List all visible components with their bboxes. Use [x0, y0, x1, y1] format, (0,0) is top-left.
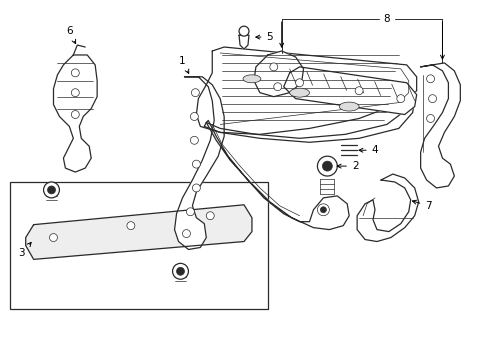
Circle shape — [355, 87, 363, 95]
Circle shape — [127, 222, 135, 230]
Circle shape — [429, 95, 437, 103]
Circle shape — [318, 156, 337, 176]
Circle shape — [193, 160, 200, 168]
Text: 1: 1 — [179, 56, 189, 73]
Circle shape — [274, 83, 282, 91]
Polygon shape — [204, 99, 415, 142]
Circle shape — [318, 204, 329, 216]
Polygon shape — [357, 174, 418, 242]
Polygon shape — [25, 205, 252, 260]
Circle shape — [193, 184, 200, 192]
Circle shape — [191, 113, 198, 121]
Circle shape — [191, 136, 198, 144]
Ellipse shape — [243, 75, 261, 83]
Circle shape — [72, 69, 79, 77]
Polygon shape — [196, 47, 416, 134]
Text: 2: 2 — [337, 161, 359, 171]
Circle shape — [397, 95, 405, 103]
Circle shape — [206, 212, 214, 220]
Circle shape — [295, 79, 303, 87]
Circle shape — [48, 186, 55, 194]
Text: 4: 4 — [359, 145, 378, 155]
Bar — [10, 182, 268, 309]
Polygon shape — [174, 77, 224, 249]
Circle shape — [270, 63, 278, 71]
Circle shape — [44, 182, 59, 198]
Circle shape — [72, 89, 79, 96]
Circle shape — [192, 89, 199, 96]
Text: 8: 8 — [384, 14, 390, 24]
Polygon shape — [420, 63, 460, 188]
Circle shape — [182, 230, 191, 238]
Circle shape — [427, 75, 435, 83]
Polygon shape — [53, 55, 97, 172]
Text: 7: 7 — [413, 200, 432, 211]
Text: 3: 3 — [19, 243, 31, 258]
Text: 6: 6 — [66, 26, 75, 44]
Polygon shape — [254, 51, 303, 96]
Circle shape — [322, 161, 332, 171]
Ellipse shape — [290, 88, 310, 97]
Circle shape — [427, 114, 435, 122]
Polygon shape — [206, 121, 349, 230]
Circle shape — [187, 208, 195, 216]
Circle shape — [72, 111, 79, 118]
Circle shape — [172, 264, 189, 279]
Circle shape — [49, 234, 57, 242]
Text: 5: 5 — [256, 32, 273, 42]
Circle shape — [239, 26, 249, 36]
Circle shape — [320, 207, 326, 213]
Circle shape — [176, 267, 184, 275]
Polygon shape — [284, 67, 416, 114]
Polygon shape — [239, 35, 249, 49]
Ellipse shape — [339, 102, 359, 111]
